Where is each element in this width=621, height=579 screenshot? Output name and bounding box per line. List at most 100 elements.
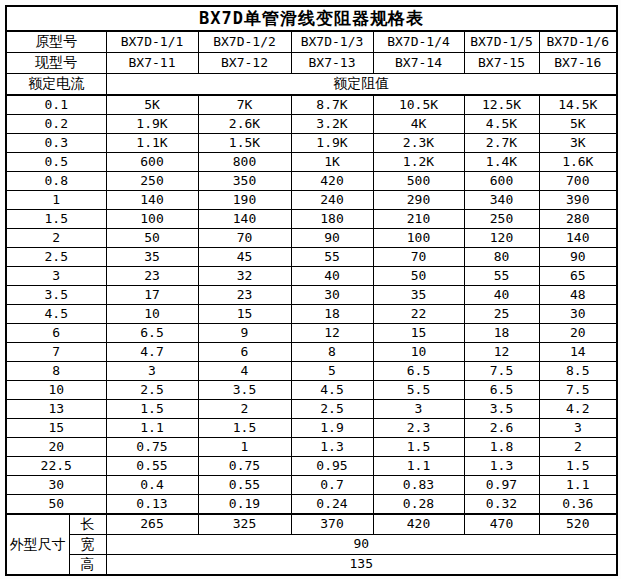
- resistance-value-cell: 7.5: [539, 381, 617, 400]
- resistance-value-cell: 240: [291, 191, 373, 210]
- current-value-cell: 1.5: [6, 210, 106, 229]
- length-row: 外型尺寸 长 265 325 370 420 470 520: [6, 514, 617, 535]
- resistance-value-cell: 0.13: [106, 495, 198, 515]
- resistance-value-cell: 15: [373, 324, 464, 343]
- model-number-cell: BX7-16: [539, 53, 617, 74]
- spec-row: 0.2 1.9K 2.6K 3.2K 4K 4.5K 5K: [6, 115, 617, 134]
- model-number-cell: BX7-12: [198, 53, 291, 74]
- resistance-value-cell: 1.9: [291, 419, 373, 438]
- resistance-value-cell: 15: [198, 305, 291, 324]
- resistance-value-cell: 2: [198, 400, 291, 419]
- spec-row: 1 140 190 240 290 340 390: [6, 191, 617, 210]
- resistance-value-cell: 120: [464, 229, 539, 248]
- current-value-cell: 30: [6, 476, 106, 495]
- dimensions-section: 外型尺寸 长 265 325 370 420 470 520 宽 90 高 13…: [6, 514, 617, 575]
- resistance-value-cell: 18: [464, 324, 539, 343]
- current-value-cell: 3: [6, 267, 106, 286]
- spec-row: 3 23 32 40 50 55 65: [6, 267, 617, 286]
- resistance-value-cell: 3: [373, 400, 464, 419]
- model-number-cell: BX7-14: [373, 53, 464, 74]
- spec-row: 15 1.1 1.5 1.9 2.3 2.6 3: [6, 419, 617, 438]
- resistance-value-cell: 6: [198, 343, 291, 362]
- spec-table: BX7D单管滑线变阻器规格表 原型号 BX7D-1/1 BX7D-1/2 BX7…: [5, 5, 618, 576]
- resistance-value-cell: 4.2: [539, 400, 617, 419]
- resistance-value-cell: 20: [539, 324, 617, 343]
- length-value-cell: 370: [291, 514, 373, 535]
- resistance-value-cell: 1.2K: [373, 153, 464, 172]
- width-value-cell: 90: [106, 535, 617, 555]
- length-value-cell: 420: [373, 514, 464, 535]
- resistance-value-cell: 0.97: [464, 476, 539, 495]
- resistance-value-cell: 600: [464, 172, 539, 191]
- spec-row: 22.5 0.55 0.75 0.95 1.1 1.3 1.5: [6, 457, 617, 476]
- spec-row: 50 0.13 0.19 0.24 0.28 0.32 0.36: [6, 495, 617, 515]
- current-value-cell: 4.5: [6, 305, 106, 324]
- resistance-value-cell: 90: [539, 248, 617, 267]
- resistance-value-cell: 10: [373, 343, 464, 362]
- resistance-value-cell: 30: [539, 305, 617, 324]
- new-model-row: 现型号 BX7-11 BX7-12 BX7-13 BX7-14 BX7-15 B…: [6, 53, 617, 74]
- rated-resistance-label-cell: 额定阻值: [106, 74, 617, 96]
- height-value-cell: 135: [106, 555, 617, 576]
- resistance-value-cell: 0.4: [106, 476, 198, 495]
- current-value-cell: 1: [6, 191, 106, 210]
- resistance-value-cell: 7.5: [464, 362, 539, 381]
- current-value-cell: 50: [6, 495, 106, 515]
- current-value-cell: 6: [6, 324, 106, 343]
- model-number-cell: BX7D-1/3: [291, 31, 373, 53]
- current-value-cell: 3.5: [6, 286, 106, 305]
- resistance-value-cell: 250: [464, 210, 539, 229]
- length-value-cell: 520: [539, 514, 617, 535]
- resistance-value-cell: 5: [291, 362, 373, 381]
- resistance-value-cell: 1.5: [373, 438, 464, 457]
- spec-row: 3.5 17 23 30 35 40 48: [6, 286, 617, 305]
- spec-row: 7 4.7 6 8 10 12 14: [6, 343, 617, 362]
- resistance-value-cell: 35: [106, 248, 198, 267]
- resistance-value-cell: 0.7: [291, 476, 373, 495]
- rating-header-row: 额定电流 额定阻值: [6, 74, 617, 96]
- resistance-value-cell: 90: [291, 229, 373, 248]
- resistance-value-cell: 17: [106, 286, 198, 305]
- resistance-value-cell: 18: [291, 305, 373, 324]
- model-number-cell: BX7-11: [106, 53, 198, 74]
- resistance-value-cell: 50: [106, 229, 198, 248]
- resistance-value-cell: 40: [291, 267, 373, 286]
- title-row: BX7D单管滑线变阻器规格表: [6, 6, 617, 31]
- spec-row: 0.3 1.1K 1.5K 1.9K 2.3K 2.7K 3K: [6, 134, 617, 153]
- resistance-value-cell: 8.5: [539, 362, 617, 381]
- spec-row: 2 50 70 90 100 120 140: [6, 229, 617, 248]
- resistance-value-cell: 7K: [198, 95, 291, 115]
- resistance-value-cell: 1.4K: [464, 153, 539, 172]
- resistance-value-cell: 1K: [291, 153, 373, 172]
- spec-row: 0.1 5K 7K 8.7K 10.5K 12.5K 14.5K: [6, 95, 617, 115]
- outline-dimensions-label-cell: 外型尺寸: [6, 514, 69, 575]
- width-label-cell: 宽: [69, 535, 106, 555]
- resistance-value-cell: 4.5K: [464, 115, 539, 134]
- resistance-value-cell: 0.75: [106, 438, 198, 457]
- resistance-value-cell: 14.5K: [539, 95, 617, 115]
- resistance-value-cell: 1.5K: [198, 134, 291, 153]
- resistance-value-cell: 1.5: [106, 400, 198, 419]
- resistance-value-cell: 1: [198, 438, 291, 457]
- model-number-cell: BX7D-1/4: [373, 31, 464, 53]
- resistance-value-cell: 8.7K: [291, 95, 373, 115]
- resistance-value-cell: 700: [539, 172, 617, 191]
- current-value-cell: 8: [6, 362, 106, 381]
- resistance-value-cell: 55: [464, 267, 539, 286]
- resistance-value-cell: 4.5: [291, 381, 373, 400]
- resistance-value-cell: 23: [106, 267, 198, 286]
- resistance-value-cell: 500: [373, 172, 464, 191]
- resistance-value-cell: 140: [198, 210, 291, 229]
- spec-sheet-page: BX7D单管滑线变阻器规格表 原型号 BX7D-1/1 BX7D-1/2 BX7…: [0, 0, 621, 579]
- height-row: 高 135: [6, 555, 617, 576]
- resistance-value-cell: 22: [373, 305, 464, 324]
- resistance-value-cell: 10.5K: [373, 95, 464, 115]
- resistance-value-cell: 12.5K: [464, 95, 539, 115]
- spec-row: 0.8 250 350 420 500 600 700: [6, 172, 617, 191]
- resistance-value-cell: 55: [291, 248, 373, 267]
- model-number-cell: BX7-13: [291, 53, 373, 74]
- length-value-cell: 325: [198, 514, 291, 535]
- resistance-value-cell: 3.5: [198, 381, 291, 400]
- resistance-value-cell: 45: [198, 248, 291, 267]
- old-model-row: 原型号 BX7D-1/1 BX7D-1/2 BX7D-1/3 BX7D-1/4 …: [6, 31, 617, 53]
